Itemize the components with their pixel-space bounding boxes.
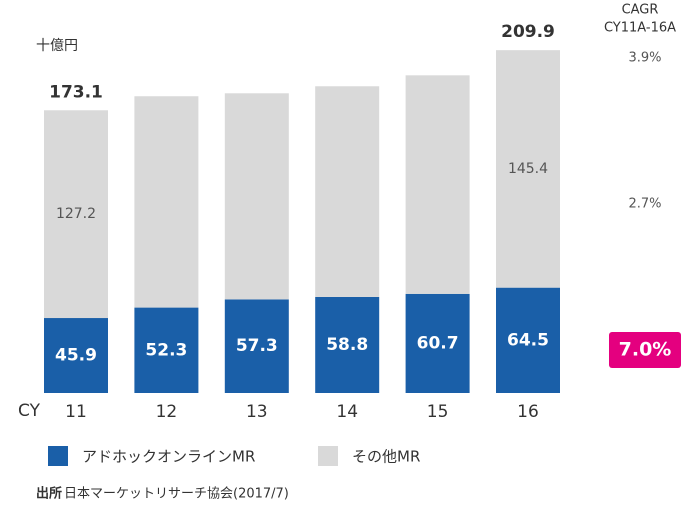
bar-segment bbox=[224, 93, 289, 300]
bar-segment bbox=[134, 307, 199, 393]
cagr-highlight bbox=[609, 332, 681, 368]
bar-segment bbox=[44, 110, 108, 319]
bar-segment bbox=[315, 296, 380, 393]
cagr-subtitle: CY11A-16A bbox=[604, 21, 676, 36]
value-label: 64.5 bbox=[507, 330, 549, 350]
bar-segment bbox=[496, 50, 560, 288]
value-label: 127.2 bbox=[56, 206, 96, 222]
source-text: 日本マーケットリサーチ協会(2017/7) bbox=[64, 487, 289, 502]
bar-segment bbox=[405, 293, 470, 393]
value-label: 60.7 bbox=[417, 333, 459, 353]
legend-swatch bbox=[318, 446, 338, 466]
bar-segment bbox=[224, 299, 289, 393]
unit-label: 十億円 bbox=[36, 38, 78, 54]
x-tick-label: 13 bbox=[246, 402, 268, 422]
value-label: 45.9 bbox=[55, 346, 97, 366]
value-label: 145.4 bbox=[508, 161, 548, 177]
x-tick-label: 14 bbox=[336, 402, 358, 422]
legend-label: アドホックオンラインMR bbox=[82, 448, 255, 466]
cagr-value: 7.0% bbox=[619, 339, 672, 361]
cagr-value: 2.7% bbox=[628, 197, 661, 212]
legend-label: その他MR bbox=[352, 448, 420, 466]
bar-segment bbox=[496, 287, 560, 393]
source-label: 出所 bbox=[36, 486, 62, 502]
value-label: 52.3 bbox=[145, 340, 187, 360]
x-tick-label: 16 bbox=[517, 402, 539, 422]
x-tick-label: 12 bbox=[156, 402, 178, 422]
x-tick-label: 11 bbox=[65, 402, 87, 422]
bar-segment bbox=[405, 75, 470, 294]
x-axis-label: CY bbox=[18, 401, 41, 421]
total-label: 209.9 bbox=[501, 22, 555, 42]
value-label: 57.3 bbox=[236, 336, 278, 356]
cagr-value: 3.9% bbox=[628, 51, 661, 66]
x-tick-label: 15 bbox=[427, 402, 449, 422]
bar-segment bbox=[134, 96, 199, 308]
cagr-title: CAGR bbox=[622, 3, 659, 18]
bar-segment bbox=[315, 86, 380, 297]
value-label: 58.8 bbox=[326, 335, 368, 355]
bar-segment bbox=[44, 318, 108, 393]
legend-swatch bbox=[48, 446, 68, 466]
total-label: 173.1 bbox=[49, 82, 103, 102]
